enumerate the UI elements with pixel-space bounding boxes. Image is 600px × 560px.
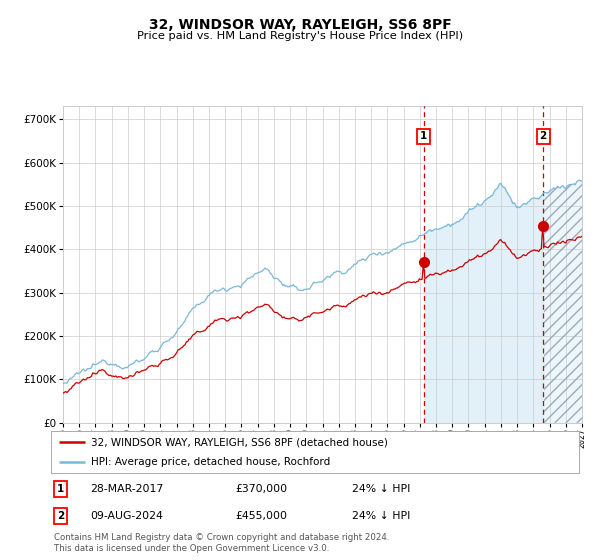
Text: 32, WINDSOR WAY, RAYLEIGH, SS6 8PF: 32, WINDSOR WAY, RAYLEIGH, SS6 8PF bbox=[149, 18, 451, 32]
Text: 2: 2 bbox=[539, 132, 547, 142]
Text: 2: 2 bbox=[57, 511, 64, 521]
Text: 09-AUG-2024: 09-AUG-2024 bbox=[91, 511, 163, 521]
Text: 32, WINDSOR WAY, RAYLEIGH, SS6 8PF (detached house): 32, WINDSOR WAY, RAYLEIGH, SS6 8PF (deta… bbox=[91, 437, 388, 447]
Text: HPI: Average price, detached house, Rochford: HPI: Average price, detached house, Roch… bbox=[91, 458, 330, 467]
Text: 24% ↓ HPI: 24% ↓ HPI bbox=[352, 511, 410, 521]
Text: 28-MAR-2017: 28-MAR-2017 bbox=[91, 484, 164, 494]
Text: 1: 1 bbox=[420, 132, 427, 142]
Text: 1: 1 bbox=[57, 484, 64, 494]
Text: Contains HM Land Registry data © Crown copyright and database right 2024.
This d: Contains HM Land Registry data © Crown c… bbox=[54, 533, 389, 553]
Text: £370,000: £370,000 bbox=[236, 484, 288, 494]
Text: 24% ↓ HPI: 24% ↓ HPI bbox=[352, 484, 410, 494]
Text: £455,000: £455,000 bbox=[236, 511, 288, 521]
Text: Price paid vs. HM Land Registry's House Price Index (HPI): Price paid vs. HM Land Registry's House … bbox=[137, 31, 463, 41]
